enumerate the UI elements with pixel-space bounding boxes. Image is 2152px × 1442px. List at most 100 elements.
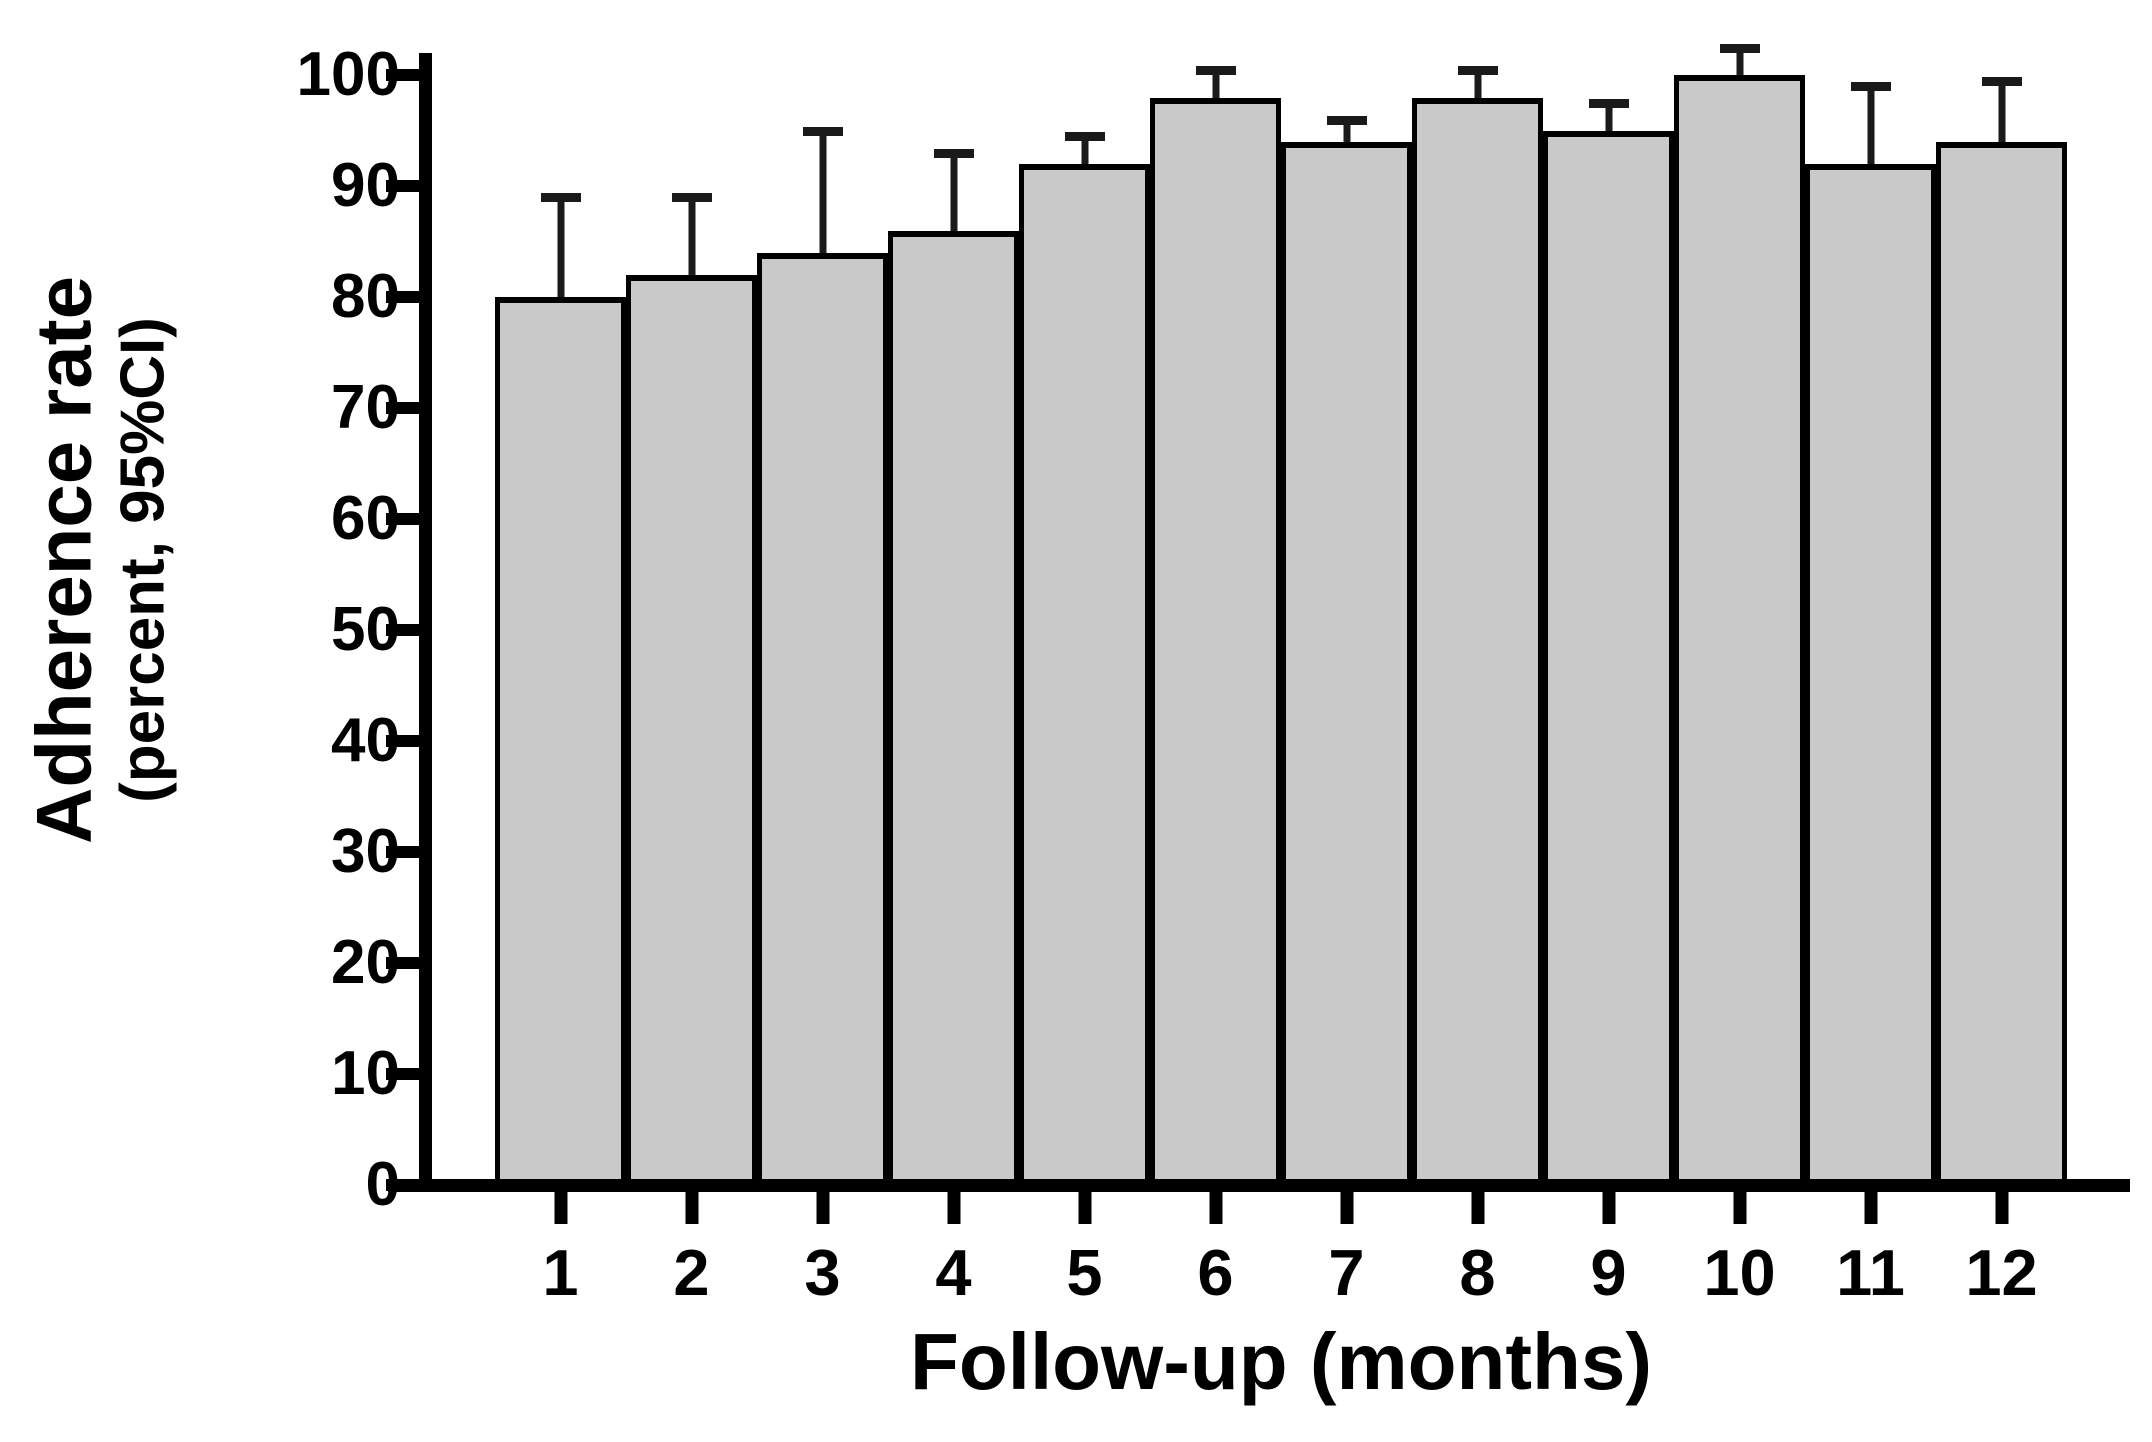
x-axis-line	[388, 1179, 2130, 1192]
y-tick-label-40: 40	[331, 706, 400, 776]
bar-month-8	[1412, 97, 1543, 1185]
x-tick-label-3: 3	[804, 1236, 841, 1309]
y-tick-label-50: 50	[331, 595, 400, 665]
y-tick-20	[386, 957, 419, 970]
y-tick-label-60: 60	[331, 484, 400, 554]
bar-month-4	[888, 230, 1019, 1185]
error-bar-stem-month-8	[1474, 69, 1481, 102]
error-bar-stem-month-11	[1867, 86, 1874, 169]
y-tick-label-20: 20	[331, 928, 400, 998]
bar-slot-month-2: 2	[626, 31, 757, 1305]
error-bar-cap-month-10	[1719, 43, 1760, 53]
error-bar-cap-month-5	[1064, 132, 1105, 142]
error-bar-stem-month-2	[688, 197, 695, 280]
error-bar-cap-month-4	[933, 149, 974, 159]
error-bar-stem-month-10	[1736, 47, 1743, 80]
error-bar-cap-month-8	[1457, 65, 1498, 75]
x-tick-label-9: 9	[1590, 1236, 1627, 1309]
y-tick-30	[386, 846, 419, 859]
y-tick-label-30: 30	[331, 817, 400, 887]
x-tick-label-10: 10	[1703, 1236, 1776, 1309]
y-tick-label-10: 10	[331, 1039, 400, 1109]
bar-month-2	[626, 275, 757, 1185]
y-axis-title: Adherence rate (percent, 95%CI)	[19, 276, 180, 844]
x-tick-7	[1340, 1191, 1353, 1224]
bar-slot-month-5: 5	[1019, 31, 1150, 1305]
y-tick-60	[386, 513, 419, 526]
bar-month-11	[1805, 164, 1936, 1185]
y-tick-70	[386, 402, 419, 415]
y-tick-90	[386, 180, 419, 193]
bar-slot-month-10: 10	[1674, 31, 1805, 1305]
y-tick-label-0: 0	[365, 1150, 400, 1219]
bar-slot-month-9: 9	[1543, 31, 1674, 1305]
bar-month-3	[757, 252, 888, 1185]
y-tick-label-80: 80	[331, 262, 400, 332]
x-axis-title: Follow-up (months)	[909, 1317, 1653, 1406]
error-bar-stem-month-6	[1212, 69, 1219, 102]
x-tick-label-1: 1	[542, 1236, 579, 1309]
y-axis-line	[419, 53, 432, 1192]
error-bar-cap-month-6	[1195, 65, 1236, 75]
bar-slot-month-1: 1	[495, 31, 626, 1305]
error-bar-cap-month-1	[540, 193, 581, 203]
bar-month-7	[1281, 141, 1412, 1185]
y-tick-100	[386, 69, 419, 82]
error-bar-stem-month-4	[950, 153, 957, 235]
error-bar-cap-month-11	[1850, 82, 1891, 92]
x-tick-label-4: 4	[935, 1236, 972, 1309]
error-bar-cap-month-7	[1326, 115, 1367, 125]
error-bar-stem-month-12	[1998, 80, 2005, 146]
bar-month-1	[495, 297, 626, 1185]
x-tick-label-6: 6	[1197, 1236, 1234, 1309]
bar-slot-month-8: 8	[1412, 31, 1543, 1305]
x-tick-10	[1733, 1191, 1746, 1224]
x-tick-5	[1078, 1191, 1091, 1224]
x-tick-11	[1864, 1191, 1877, 1224]
error-bar-cap-month-12	[1981, 76, 2022, 86]
x-tick-4	[947, 1191, 960, 1224]
error-bar-stem-month-5	[1081, 136, 1088, 169]
y-tick-label-90: 90	[331, 151, 400, 221]
bar-slot-month-4: 4	[888, 31, 1019, 1305]
x-tick-label-7: 7	[1328, 1236, 1365, 1309]
y-tick-80	[386, 291, 419, 304]
x-tick-9	[1602, 1191, 1615, 1224]
error-bar-stem-month-3	[819, 130, 826, 257]
x-tick-label-5: 5	[1066, 1236, 1103, 1309]
bars-row: 1 2 3 4 5 6 7 8 9 10 11 12	[495, 31, 2067, 1305]
x-tick-6	[1209, 1191, 1222, 1224]
x-tick-label-11: 11	[1836, 1236, 1905, 1309]
bar-slot-month-3: 3	[757, 31, 888, 1305]
x-tick-label-12: 12	[1965, 1236, 2038, 1309]
error-bar-cap-month-3	[802, 126, 843, 136]
x-tick-2	[685, 1191, 698, 1224]
bar-month-10	[1674, 75, 1805, 1185]
error-bar-stem-month-9	[1605, 103, 1612, 135]
bar-slot-month-6: 6	[1150, 31, 1281, 1305]
bar-month-9	[1543, 130, 1674, 1185]
plot-area: 0 10 20 30 40 50 60 70 80 90 100 1 2 3 4 5 6 7 8 9 10 11 12 F…	[297, 31, 2130, 1402]
x-tick-label-2: 2	[673, 1236, 710, 1309]
error-bar-stem-month-7	[1343, 119, 1350, 146]
bar-month-6	[1150, 97, 1281, 1185]
y-axis-title-line1: Adherence rate	[19, 276, 108, 844]
bar-slot-month-12: 12	[1936, 31, 2067, 1305]
bar-month-12	[1936, 141, 2067, 1185]
bar-slot-month-7: 7	[1281, 31, 1412, 1305]
error-bar-cap-month-9	[1588, 99, 1629, 109]
x-tick-12	[1995, 1191, 2008, 1224]
x-tick-8	[1471, 1191, 1484, 1224]
x-tick-1	[554, 1191, 567, 1224]
y-tick-50	[386, 624, 419, 637]
error-bar-stem-month-1	[557, 197, 564, 302]
error-bar-cap-month-2	[671, 193, 712, 203]
y-tick-label-70: 70	[331, 373, 400, 443]
y-tick-40	[386, 735, 419, 748]
y-tick-label-100: 100	[296, 40, 400, 110]
y-tick-10	[386, 1068, 419, 1081]
bar-month-5	[1019, 164, 1150, 1185]
x-tick-label-8: 8	[1459, 1236, 1496, 1309]
x-tick-3	[816, 1191, 829, 1224]
